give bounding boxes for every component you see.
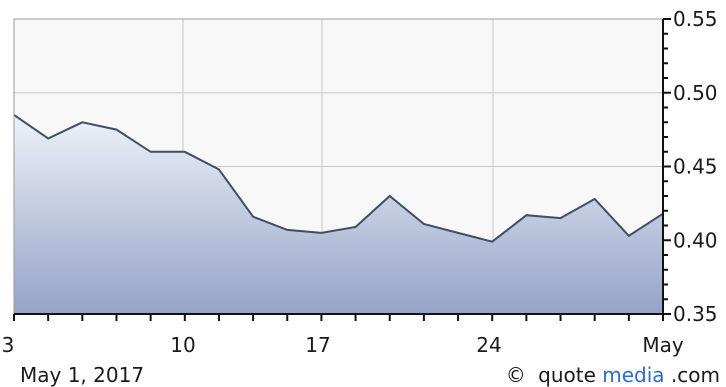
data-point bbox=[285, 228, 289, 232]
x-tick-label: 17 bbox=[305, 333, 330, 357]
data-point bbox=[456, 231, 460, 235]
data-point bbox=[183, 150, 187, 154]
y-tick-label: 0.45 bbox=[673, 155, 718, 179]
data-point bbox=[627, 234, 631, 238]
quotemedia-credit[interactable]: © quote media .com bbox=[506, 363, 720, 387]
data-point bbox=[388, 194, 392, 198]
x-tick-label: 24 bbox=[476, 333, 501, 357]
data-point bbox=[319, 231, 323, 235]
y-tick-label: 0.40 bbox=[673, 228, 718, 252]
data-point bbox=[80, 120, 84, 124]
axes bbox=[13, 18, 671, 321]
data-point bbox=[593, 197, 597, 201]
x-tick-label: 10 bbox=[170, 333, 195, 357]
data-point bbox=[524, 213, 528, 217]
brand-dotcom: .com bbox=[671, 363, 720, 387]
data-point bbox=[354, 225, 358, 229]
data-point bbox=[217, 167, 221, 171]
data-point bbox=[149, 150, 153, 154]
x-tick-label: 3 bbox=[2, 333, 15, 357]
data-point bbox=[559, 216, 563, 220]
tick-labels: 3 10 17 24 May 0.55 0.50 0.45 0.40 0.35 bbox=[2, 7, 718, 357]
data-point bbox=[46, 136, 50, 140]
brand-media: media bbox=[602, 363, 664, 387]
data-point bbox=[114, 128, 118, 132]
date-label: May 1, 2017 bbox=[20, 363, 144, 387]
data-point bbox=[422, 222, 426, 226]
y-tick-label: 0.55 bbox=[673, 7, 718, 31]
price-area bbox=[14, 114, 663, 315]
y-tick-label: 0.50 bbox=[673, 81, 718, 105]
copyright-symbol: © bbox=[506, 363, 526, 387]
brand-quote: quote bbox=[538, 363, 596, 387]
price-line bbox=[13, 114, 664, 243]
data-point bbox=[251, 215, 255, 219]
data-point bbox=[490, 240, 494, 244]
y-tick-label: 0.35 bbox=[673, 302, 718, 326]
x-tick-label: May bbox=[642, 333, 684, 357]
